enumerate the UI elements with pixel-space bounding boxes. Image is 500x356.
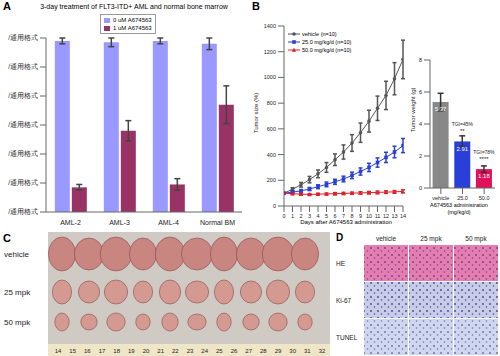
svg-text:/通用格式: /通用格式 [8,208,38,215]
svg-text:2: 2 [299,213,302,219]
svg-text:TUNEL: TUNEL [336,334,358,341]
svg-text:17: 17 [99,348,106,354]
svg-text:31: 31 [304,348,311,354]
svg-text:/通用格式: /通用格式 [8,179,38,186]
svg-text:28: 28 [260,348,267,354]
svg-text:4: 4 [316,213,319,219]
svg-text:0: 0 [282,213,285,219]
html-text:A: A [3,0,11,12]
html-text:0 uM A674563: 0 uM A674563 [113,17,152,23]
svg-text:1200: 1200 [264,49,276,55]
svg-text:/通用格式: /通用格式 [8,121,38,128]
svg-text:HE: HE [336,260,346,267]
svg-text:50.0: 50.0 [479,195,490,200]
svg-text:/通用格式: /通用格式 [8,92,38,99]
svg-text:21: 21 [157,348,164,354]
svg-text:16: 16 [84,348,91,354]
svg-text:18: 18 [113,348,120,354]
svg-text:9: 9 [359,213,362,219]
html-text:3-day treatment of FLT3-ITD+ A: 3-day treatment of FLT3-ITD+ AML and nor… [40,3,228,10]
svg-text:5: 5 [325,213,328,219]
svg-text:25: 25 [216,348,223,354]
svg-text:Ki-67: Ki-67 [336,297,352,304]
svg-text:13: 13 [391,213,397,219]
svg-text:24: 24 [201,348,208,354]
svg-text:1000: 1000 [264,74,276,80]
svg-text:vehicle: vehicle [432,195,449,200]
svg-text:****: **** [479,156,489,162]
svg-text:0: 0 [419,185,422,191]
svg-text:AML-2: AML-2 [60,219,81,226]
svg-text:AML-4: AML-4 [158,219,179,226]
svg-text:7: 7 [342,213,345,219]
svg-text:27: 27 [245,348,252,354]
html-text:25.0 mg/kg/d (n=10): 25.0 mg/kg/d (n=10) [302,39,352,45]
svg-text:30: 30 [289,348,296,354]
svg-text:600: 600 [267,126,276,132]
svg-text:11: 11 [375,213,381,219]
svg-text:50 mpk: 50 mpk [465,235,487,243]
svg-text:25 mpk: 25 mpk [420,235,442,243]
svg-text:8: 8 [350,213,353,219]
svg-text:6: 6 [419,89,422,95]
svg-text:TGI=78%: TGI=78% [473,149,495,155]
svg-text:29: 29 [275,348,282,354]
html-text:50.0 mg/kg/d (n=10): 50.0 mg/kg/d (n=10) [302,47,352,53]
svg-text:0: 0 [273,203,276,209]
svg-text:20: 20 [143,348,150,354]
svg-text:8: 8 [419,57,422,63]
svg-text:25 mpk: 25 mpk [4,288,31,297]
svg-text:Tumor size (%): Tumor size (%) [253,93,259,133]
svg-text:4: 4 [419,121,422,127]
svg-text:/通用格式: /通用格式 [8,150,38,157]
html-text:B: B [252,0,260,12]
html-text:1 uM A674563: 1 uM A674563 [113,25,152,31]
html-text:Days after A674563 administrat: Days after A674563 administration [300,219,392,225]
svg-text:**: ** [460,128,465,134]
svg-text:12: 12 [383,213,389,219]
svg-text:2: 2 [419,153,422,159]
svg-text:200: 200 [267,177,276,183]
svg-text:/通用格式: /通用格式 [8,34,38,41]
svg-text:32: 32 [319,348,326,354]
svg-text:3: 3 [308,213,311,219]
svg-text:6: 6 [333,213,336,219]
svg-text:Normal BM: Normal BM [200,219,235,226]
svg-text:C: C [3,232,11,244]
svg-text:2.91: 2.91 [456,146,468,152]
html-text:vehicle (n=10): vehicle (n=10) [302,31,337,37]
svg-text:25.0: 25.0 [457,195,468,200]
svg-text:14: 14 [55,348,62,354]
svg-text:vehicle: vehicle [376,235,397,242]
svg-text:15: 15 [69,348,76,354]
svg-text:TGI=45%: TGI=45% [452,121,474,127]
svg-text:26: 26 [231,348,238,354]
svg-text:22: 22 [172,348,179,354]
svg-text:23: 23 [187,348,194,354]
svg-text:19: 19 [128,348,135,354]
svg-text:1400: 1400 [264,23,276,29]
svg-text:800: 800 [267,100,276,106]
svg-text:1.18: 1.18 [478,173,490,179]
svg-text:1: 1 [291,213,294,219]
svg-text:AML-3: AML-3 [109,219,130,226]
svg-text:D: D [336,232,343,243]
svg-text:400: 400 [267,152,276,158]
svg-text:50 mpk: 50 mpk [4,318,31,327]
svg-text:/通用格式: /通用格式 [8,63,38,70]
svg-text:vehicle: vehicle [4,250,29,259]
svg-text:10: 10 [366,213,372,219]
svg-text:5.37: 5.37 [435,106,447,112]
svg-text:14: 14 [400,213,406,219]
svg-text:Tumor weight (g): Tumor weight (g) [410,87,416,132]
html-text:A674563 administration (mg/kg/: A674563 administration (mg/kg/d) [430,202,488,215]
